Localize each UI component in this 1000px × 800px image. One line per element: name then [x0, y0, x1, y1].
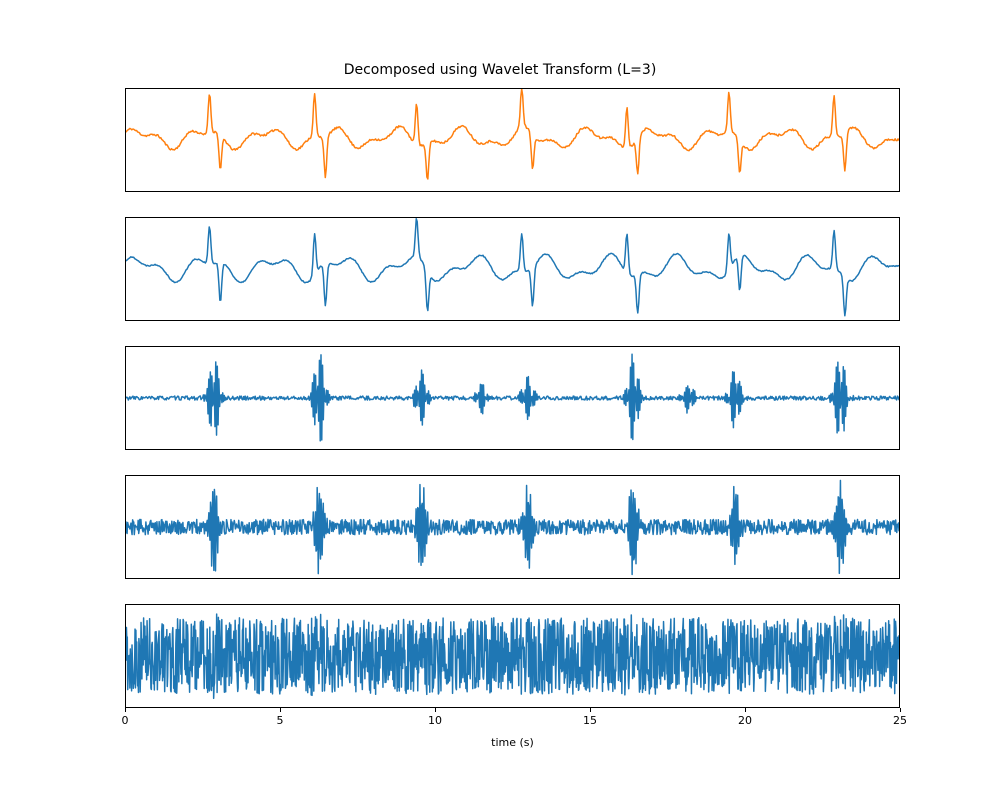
- trace-x: [126, 89, 899, 191]
- panel-x: x: [125, 88, 900, 192]
- plot-stack: x xw0 xw1 xw2 xw3: [125, 88, 900, 708]
- xtick-label: 25: [893, 714, 907, 727]
- xtick-label: 5: [277, 714, 284, 727]
- xtick-mark: [745, 708, 746, 712]
- panel-xw3: xw3: [125, 604, 900, 708]
- xtick-mark: [125, 708, 126, 712]
- trace-xw2: [126, 476, 899, 578]
- xtick-mark: [435, 708, 436, 712]
- panel-xw0: xw0: [125, 217, 900, 321]
- panel-xw2: xw2: [125, 475, 900, 579]
- xtick-label: 20: [738, 714, 752, 727]
- x-axis-label: time (s): [125, 736, 900, 749]
- trace-xw0: [126, 218, 899, 320]
- xtick-label: 10: [428, 714, 442, 727]
- chart-title: Decomposed using Wavelet Transform (L=3): [0, 62, 1000, 78]
- xtick-mark: [280, 708, 281, 712]
- trace-xw1: [126, 347, 899, 449]
- x-axis: time (s) 0510152025: [125, 708, 900, 768]
- xtick-label: 15: [583, 714, 597, 727]
- xtick-mark: [590, 708, 591, 712]
- trace-xw3: [126, 605, 899, 707]
- panel-xw1: xw1: [125, 346, 900, 450]
- xtick-mark: [900, 708, 901, 712]
- xtick-label: 0: [122, 714, 129, 727]
- figure: Decomposed using Wavelet Transform (L=3)…: [0, 0, 1000, 800]
